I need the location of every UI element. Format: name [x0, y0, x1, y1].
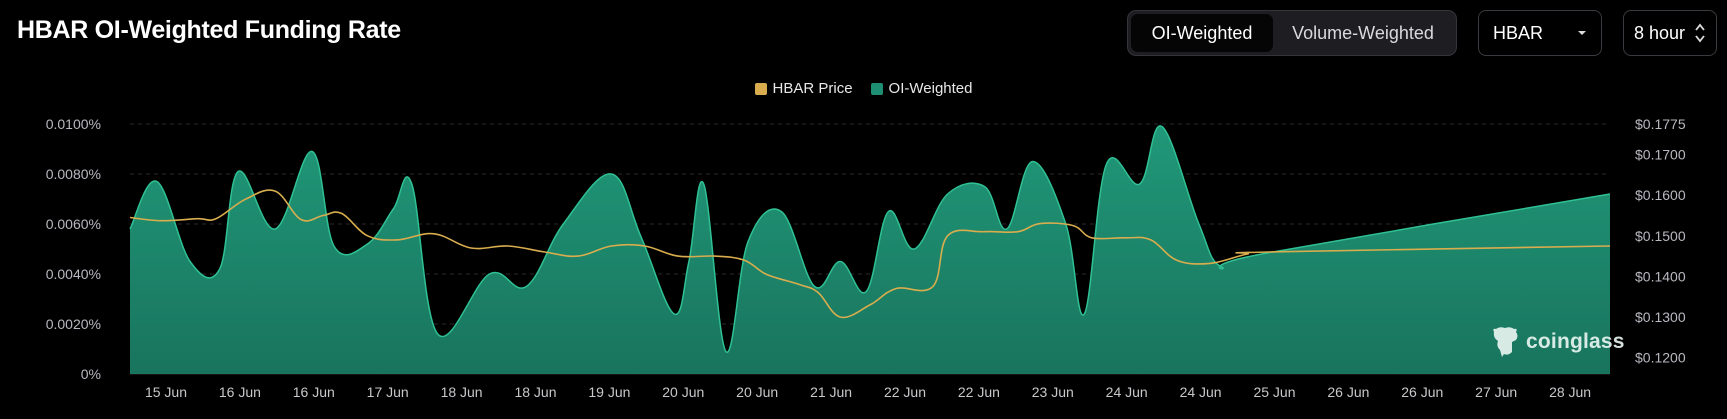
page-title: HBAR OI-Weighted Funding Rate [17, 16, 401, 44]
x-tick-label: 16 Jun [293, 384, 335, 400]
x-tick-label: 26 Jun [1401, 384, 1443, 400]
x-tick-label: 24 Jun [1180, 384, 1222, 400]
legend-swatch-oi-weighted [870, 82, 883, 95]
coin-select-value: HBAR [1493, 22, 1544, 43]
x-tick-label: 24 Jun [1106, 384, 1148, 400]
y-left-tick-label: 0% [81, 366, 101, 382]
y-right-tick-label: $0.1200 [1635, 350, 1686, 366]
interval-select-value: 8 hour [1634, 22, 1686, 43]
interval-select[interactable]: 8 hour [1623, 10, 1717, 56]
left-y-axis: 0% 0.0020% 0.0040% 0.0060% 0.0080% 0.0100% [46, 116, 101, 382]
right-y-axis: $0.1200 $0.1300 $0.1400 $0.1500 $0.1600 $0.17… [1635, 116, 1686, 366]
x-tick-label: 22 Jun [958, 384, 1000, 400]
price-line [129, 189, 1611, 319]
y-right-tick-label: $0.1500 [1635, 228, 1686, 244]
x-tick-label: 27 Jun [1475, 384, 1517, 400]
y-right-tick-label: $0.1600 [1635, 187, 1686, 203]
weighting-toggle: OI-Weighted Volume-Weighted [1127, 10, 1457, 56]
y-left-tick-label: 0.0080% [46, 166, 101, 182]
y-left-tick-label: 0.0040% [46, 266, 101, 282]
x-tick-label: 21 Jun [810, 384, 852, 400]
x-tick-label: 26 Jun [1327, 384, 1369, 400]
coinglass-watermark: coinglass [1490, 326, 1625, 358]
y-left-tick-label: 0.0020% [46, 316, 101, 332]
x-tick-label: 28 Jun [1549, 384, 1591, 400]
watermark-text: coinglass [1526, 330, 1625, 353]
x-tick-label: 25 Jun [1253, 384, 1295, 400]
price-line-layer [129, 189, 1611, 319]
funding-area [130, 125, 1610, 374]
y-right-tick-label: $0.1400 [1635, 268, 1686, 284]
legend-swatch-price [754, 82, 767, 95]
legend-item-price[interactable]: HBAR Price [754, 80, 853, 97]
y-right-tick-label: $0.1700 [1635, 146, 1686, 162]
funding-area-layer [129, 125, 1611, 374]
y-right-tick-label: $0.1775 [1635, 116, 1686, 132]
coin-select[interactable]: HBAR [1478, 10, 1602, 56]
tab-volume-weighted[interactable]: Volume-Weighted [1292, 22, 1434, 43]
legend-item-oi-weighted[interactable]: OI-Weighted [870, 80, 973, 97]
x-tick-label: 23 Jun [1032, 384, 1074, 400]
funding-line [129, 125, 1611, 353]
y-left-tick-label: 0.0100% [46, 116, 101, 132]
x-axis: 15 Jun 16 Jun 16 Jun 17 Jun 18 Jun 18 Jun 19 J… [145, 384, 1591, 400]
x-tick-label: 17 Jun [367, 384, 409, 400]
x-tick-label: 22 Jun [884, 384, 926, 400]
x-tick-label: 19 Jun [588, 384, 630, 400]
x-tick-label: 20 Jun [736, 384, 778, 400]
x-tick-label: 18 Jun [514, 384, 556, 400]
x-tick-label: 18 Jun [441, 384, 483, 400]
x-tick-label: 15 Jun [145, 384, 187, 400]
chart-legend: HBAR Price OI-Weighted [0, 80, 1727, 97]
tab-oi-weighted[interactable]: OI-Weighted [1131, 14, 1273, 52]
legend-label-oi-weighted: OI-Weighted [888, 80, 973, 97]
x-tick-label: 20 Jun [662, 384, 704, 400]
chevron-down-icon [1578, 31, 1586, 35]
y-left-tick-label: 0.0060% [46, 216, 101, 232]
x-tick-label: 16 Jun [219, 384, 261, 400]
y-right-tick-label: $0.1300 [1635, 309, 1686, 325]
legend-label-price: HBAR Price [772, 80, 853, 97]
coinglass-logo-icon [1493, 327, 1518, 357]
chevron-up-down-icon [1695, 23, 1705, 43]
